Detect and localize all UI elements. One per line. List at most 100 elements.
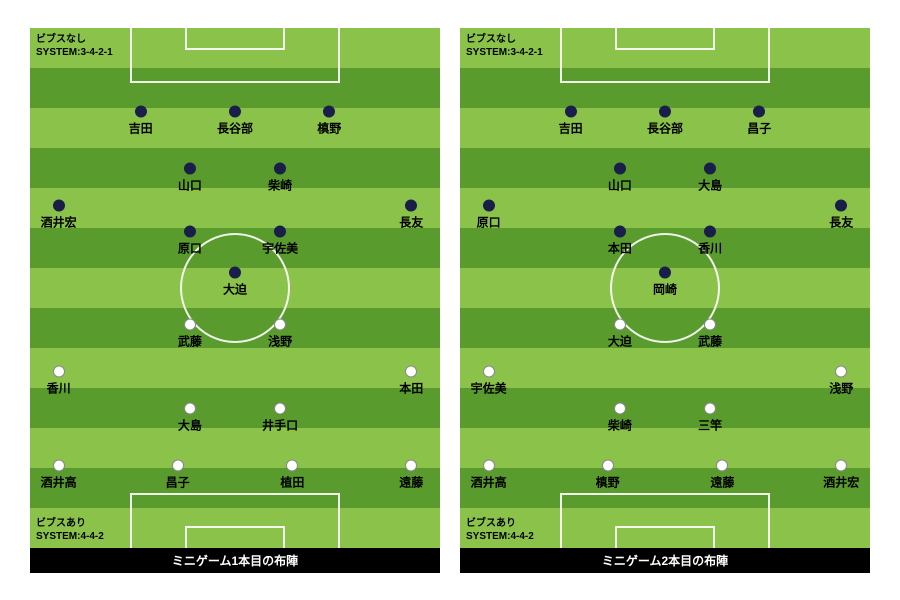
player-name-label: 植田 [280, 473, 304, 490]
player-marker: 香川 [47, 366, 71, 397]
team-bottom-line1: ビブスあり [36, 517, 104, 530]
formation-diagram-container: ビブスなしSYSTEM:3-4-2-1ビブスありSYSTEM:4-4-2吉田長谷… [30, 28, 870, 573]
player-name-label: 井手口 [262, 416, 298, 433]
player-name-label: 長友 [399, 213, 423, 230]
player-marker: 槙野 [596, 459, 620, 490]
player-marker: 柴崎 [608, 402, 632, 433]
team-bottom-line1: ビブスあり [466, 517, 534, 530]
player-name-label: 武藤 [178, 333, 202, 350]
stripe [460, 428, 870, 468]
player-dot-icon [835, 366, 847, 378]
player-marker: 宇佐美 [471, 366, 507, 397]
player-name-label: 吉田 [559, 120, 583, 137]
stripe [30, 148, 440, 188]
player-dot-icon [716, 459, 728, 471]
player-dot-icon [614, 163, 626, 175]
player-dot-icon [274, 225, 286, 237]
player-marker: 酒井高 [471, 459, 507, 490]
player-marker: 長谷部 [217, 106, 253, 137]
team-info-top: ビブスなしSYSTEM:3-4-2-1 [36, 33, 113, 59]
stripe [460, 388, 870, 428]
player-dot-icon [704, 402, 716, 414]
pitch-caption: ミニゲーム1本目の布陣 [30, 548, 440, 573]
player-marker: 植田 [280, 459, 304, 490]
player-marker: 三竿 [698, 402, 722, 433]
player-name-label: 長谷部 [647, 120, 683, 137]
player-name-label: 昌子 [747, 120, 771, 137]
player-dot-icon [184, 163, 196, 175]
player-marker: 大島 [178, 402, 202, 433]
player-dot-icon [405, 459, 417, 471]
goal-box-bottom [615, 526, 715, 548]
player-marker: 吉田 [129, 106, 153, 137]
player-name-label: 宇佐美 [262, 239, 298, 256]
player-name-label: 槙野 [317, 120, 341, 137]
goal-box-top [615, 28, 715, 50]
player-dot-icon [704, 163, 716, 175]
pitch-1: ビブスなしSYSTEM:3-4-2-1ビブスありSYSTEM:4-4-2吉田長谷… [30, 28, 440, 548]
player-marker: 浅野 [268, 319, 292, 350]
player-name-label: 酒井宏 [823, 473, 859, 490]
player-name-label: 酒井高 [41, 473, 77, 490]
team-top-line2: SYSTEM:3-4-2-1 [36, 46, 113, 59]
player-name-label: 本田 [608, 239, 632, 256]
player-dot-icon [565, 106, 577, 118]
player-dot-icon [286, 459, 298, 471]
player-name-label: 遠藤 [710, 473, 734, 490]
player-marker: 本田 [608, 225, 632, 256]
player-marker: 遠藤 [399, 459, 423, 490]
player-marker: 酒井宏 [823, 459, 859, 490]
player-dot-icon [602, 459, 614, 471]
stripe [30, 188, 440, 228]
pitch-2: ビブスなしSYSTEM:3-4-2-1 ビブスありSYSTEM:4-4-2 吉田 長谷… [460, 28, 870, 548]
team-top-line1: ビブスなし [36, 33, 113, 46]
player-dot-icon [614, 402, 626, 414]
player-name-label: 遠藤 [399, 473, 423, 490]
player-name-label: 本田 [399, 380, 423, 397]
goal-box-top [185, 28, 285, 50]
player-dot-icon [323, 106, 335, 118]
player-name-label: 酒井高 [471, 473, 507, 490]
stripe [30, 428, 440, 468]
team-info-top: ビブスなしSYSTEM:3-4-2-1 [466, 33, 543, 59]
player-dot-icon [53, 459, 65, 471]
player-dot-icon [274, 402, 286, 414]
player-name-label: 柴崎 [608, 416, 632, 433]
player-dot-icon [274, 319, 286, 331]
player-name-label: 山口 [178, 177, 202, 194]
stripe [30, 388, 440, 428]
player-marker: 長友 [399, 199, 423, 230]
player-marker: 原口 [477, 199, 501, 230]
player-name-label: 長友 [829, 213, 853, 230]
player-name-label: 昌子 [166, 473, 190, 490]
player-marker: 吉田 [559, 106, 583, 137]
pitch-caption: ミニゲーム2本目の布陣 [460, 548, 870, 573]
player-dot-icon [184, 225, 196, 237]
player-dot-icon [704, 225, 716, 237]
player-name-label: 大迫 [608, 333, 632, 350]
player-name-label: 武藤 [698, 333, 722, 350]
stripe [460, 148, 870, 188]
player-marker: 本田 [399, 366, 423, 397]
player-dot-icon [659, 267, 671, 279]
player-name-label: 酒井宏 [41, 213, 77, 230]
player-dot-icon [184, 402, 196, 414]
player-dot-icon [753, 106, 765, 118]
stripe [460, 348, 870, 388]
player-marker: 酒井高 [41, 459, 77, 490]
player-marker: 長友 [829, 199, 853, 230]
player-dot-icon [483, 459, 495, 471]
player-marker: 山口 [608, 163, 632, 194]
player-dot-icon [53, 366, 65, 378]
player-marker: 長谷部 [647, 106, 683, 137]
player-dot-icon [405, 199, 417, 211]
pitch-wrapper-1: ビブスなしSYSTEM:3-4-2-1ビブスありSYSTEM:4-4-2吉田長谷… [30, 28, 440, 573]
team-info-bottom: ビブスありSYSTEM:4-4-2 [466, 517, 534, 543]
player-name-label: 原口 [178, 239, 202, 256]
player-name-label: 大島 [698, 177, 722, 194]
player-marker: 遠藤 [710, 459, 734, 490]
stripe [460, 188, 870, 228]
player-name-label: 柴崎 [268, 177, 292, 194]
team-top-line2: SYSTEM:3-4-2-1 [466, 46, 543, 59]
player-marker: 香川 [698, 225, 722, 256]
